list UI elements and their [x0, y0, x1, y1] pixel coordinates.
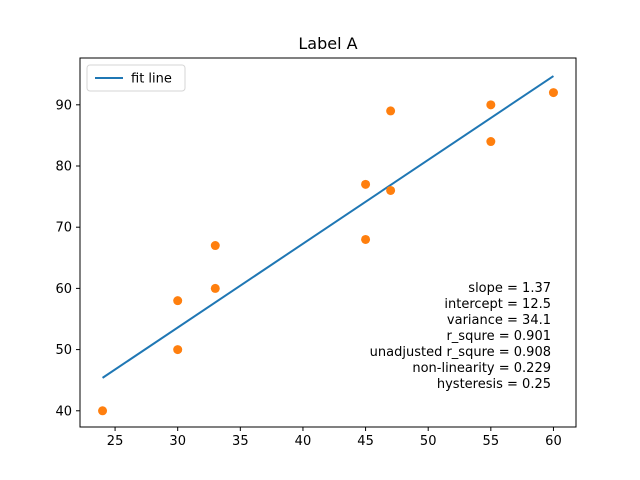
legend: fit line [86, 64, 186, 92]
data-point [210, 283, 220, 293]
x-tick-label: 45 [357, 434, 374, 449]
stats-annotation: slope = 1.37 intercept = 12.5 variance =… [370, 281, 551, 392]
x-tick-label: 60 [545, 434, 562, 449]
data-point [486, 137, 496, 147]
x-tick-label: 40 [295, 434, 312, 449]
y-tick-label: 80 [55, 160, 72, 175]
data-point [386, 106, 396, 116]
x-tick-label: 50 [420, 434, 437, 449]
data-point [173, 345, 183, 355]
y-tick-label: 60 [55, 282, 72, 297]
axes-frame [79, 57, 577, 428]
data-point [548, 88, 558, 98]
x-tick-label: 30 [169, 434, 186, 449]
fit-line [101, 75, 555, 379]
data-point [361, 179, 371, 189]
legend-box [86, 64, 186, 92]
data-point [173, 296, 183, 306]
chart-title: Label A [298, 34, 357, 53]
stat-intercept: intercept = 12.5 [444, 297, 551, 312]
legend-label-fit-line: fit line [131, 72, 172, 87]
plot-area [98, 75, 558, 416]
stat-r-squre: r_squre = 0.901 [446, 329, 551, 344]
data-point [486, 100, 496, 110]
stat-hysteresis: hysteresis = 0.25 [437, 377, 551, 392]
x-axis-ticks: 25 30 35 40 45 50 55 60 [107, 427, 562, 449]
x-tick-label: 25 [107, 434, 124, 449]
x-tick-label: 55 [483, 434, 500, 449]
stat-non-linearity: non-linearity = 0.229 [412, 361, 551, 376]
data-point [386, 185, 396, 195]
y-tick-label: 50 [55, 343, 72, 358]
data-point [210, 241, 220, 251]
x-tick-label: 35 [232, 434, 249, 449]
y-tick-label: 40 [55, 404, 72, 419]
y-tick-label: 70 [55, 221, 72, 236]
data-point [361, 234, 371, 244]
data-point [98, 406, 108, 416]
stat-slope: slope = 1.37 [468, 281, 551, 296]
y-axis-ticks: 40 50 60 70 80 90 [55, 98, 80, 419]
y-tick-label: 90 [55, 98, 72, 113]
stat-variance: variance = 34.1 [447, 313, 551, 328]
stat-unadjusted-r-squre: unadjusted r_squre = 0.908 [370, 345, 551, 360]
